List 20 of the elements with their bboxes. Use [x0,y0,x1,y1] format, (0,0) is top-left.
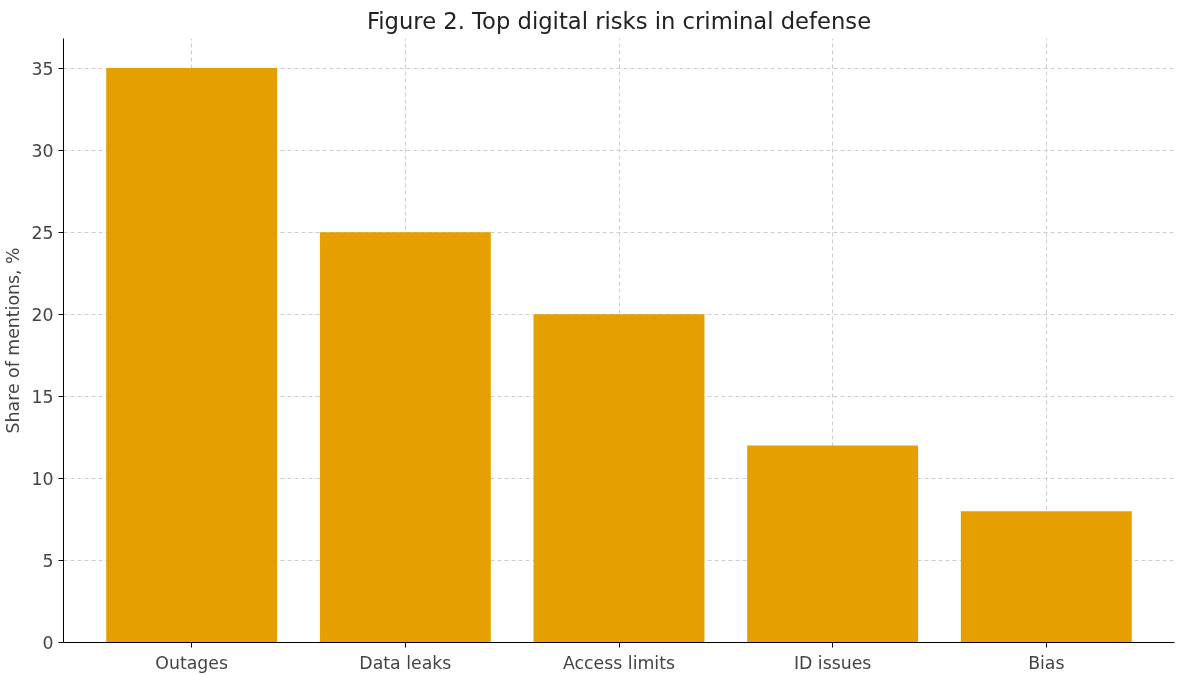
x-tick-label: Data leaks [359,652,452,673]
y-tick-label: 5 [42,550,54,571]
y-tick-label: 35 [31,58,54,79]
x-tick-label: Access limits [563,652,675,673]
y-tick-label: 0 [42,633,54,653]
bar [960,511,1132,643]
chart-title: Figure 2. Top digital risks in criminal defense [366,7,872,34]
x-tick-label: ID issues [793,652,872,673]
y-tick-label: 15 [31,386,54,407]
y-tick-label: 30 [31,140,54,161]
bar [319,232,491,643]
x-tick-label: Outages [155,652,229,673]
bar [747,445,919,643]
y-axis-title: Share of mentions, % [3,247,24,434]
y-tick-label: 20 [31,304,54,325]
bar [106,68,278,643]
bar [533,314,705,643]
y-tick-label: 25 [31,222,54,243]
x-tick-label: Bias [1028,652,1065,673]
y-tick-label: 10 [31,468,54,489]
